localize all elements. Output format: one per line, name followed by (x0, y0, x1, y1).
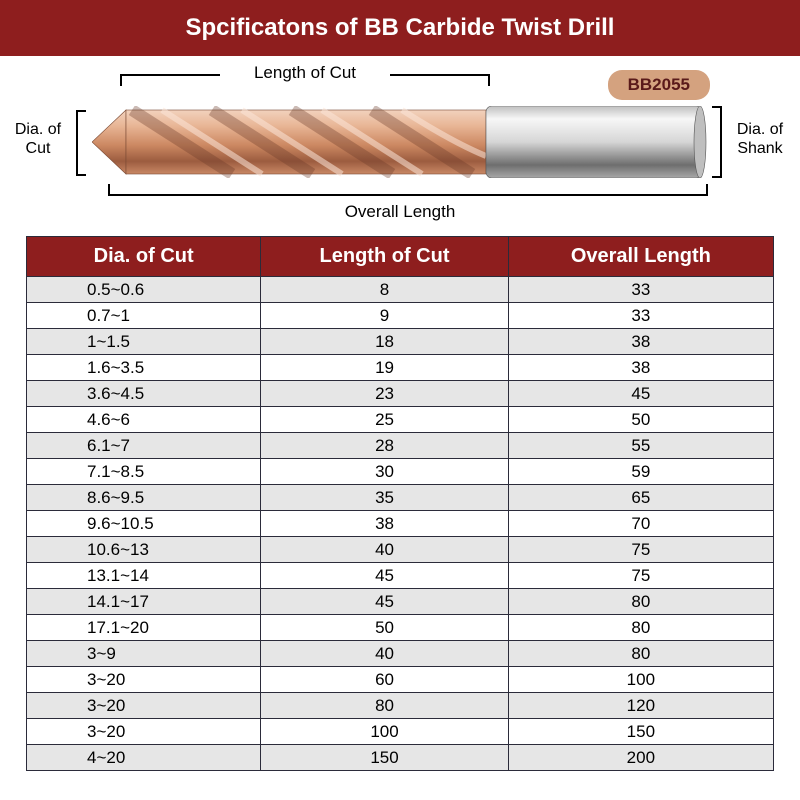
table-cell: 25 (261, 407, 508, 433)
left-dimension-label: Dia. ofCut (2, 120, 74, 158)
table-cell: 38 (261, 511, 508, 537)
table-cell: 80 (261, 693, 508, 719)
table-cell: 0.5~0.6 (27, 277, 261, 303)
table-cell: 40 (261, 537, 508, 563)
table-cell: 23 (261, 381, 508, 407)
table-cell: 13.1~14 (27, 563, 261, 589)
table-cell: 28 (261, 433, 508, 459)
table-cell: 55 (508, 433, 773, 459)
bottom-dimension-bracket (108, 184, 708, 196)
table-row: 17.1~205080 (27, 615, 774, 641)
table-row: 0.7~1933 (27, 303, 774, 329)
table-row: 14.1~174580 (27, 589, 774, 615)
table-header-row: Dia. of Cut Length of Cut Overall Length (27, 237, 774, 277)
table-cell: 8 (261, 277, 508, 303)
table-cell: 3~20 (27, 719, 261, 745)
drill-illustration (92, 106, 707, 178)
col-overall-length: Overall Length (508, 237, 773, 277)
table-cell: 3~20 (27, 693, 261, 719)
table-row: 9.6~10.53870 (27, 511, 774, 537)
table-cell: 80 (508, 589, 773, 615)
table-cell: 1.6~3.5 (27, 355, 261, 381)
right-dimension-bracket (712, 106, 722, 178)
table-cell: 45 (508, 381, 773, 407)
table-cell: 75 (508, 563, 773, 589)
table-cell: 80 (508, 641, 773, 667)
table-row: 3~2060100 (27, 667, 774, 693)
table-cell: 70 (508, 511, 773, 537)
table-cell: 8.6~9.5 (27, 485, 261, 511)
table-cell: 19 (261, 355, 508, 381)
table-row: 3~20100150 (27, 719, 774, 745)
right-dimension-label: Dia. ofShank (724, 120, 796, 158)
table-cell: 40 (261, 641, 508, 667)
table-cell: 1~1.5 (27, 329, 261, 355)
table-cell: 17.1~20 (27, 615, 261, 641)
table-cell: 9 (261, 303, 508, 329)
table-cell: 150 (508, 719, 773, 745)
table-row: 6.1~72855 (27, 433, 774, 459)
table-cell: 0.7~1 (27, 303, 261, 329)
bottom-dimension-label: Overall Length (300, 202, 500, 222)
top-dimension-label: Length of Cut (220, 63, 390, 83)
table-row: 4~20150200 (27, 745, 774, 771)
table-cell: 30 (261, 459, 508, 485)
table-cell: 75 (508, 537, 773, 563)
table-cell: 9.6~10.5 (27, 511, 261, 537)
table-cell: 120 (508, 693, 773, 719)
table-cell: 60 (261, 667, 508, 693)
table-cell: 38 (508, 329, 773, 355)
table-cell: 3.6~4.5 (27, 381, 261, 407)
table-cell: 3~9 (27, 641, 261, 667)
table-cell: 33 (508, 277, 773, 303)
table-cell: 45 (261, 563, 508, 589)
table-row: 10.6~134075 (27, 537, 774, 563)
table-cell: 100 (261, 719, 508, 745)
col-dia-cut: Dia. of Cut (27, 237, 261, 277)
table-cell: 200 (508, 745, 773, 771)
table-row: 4.6~62550 (27, 407, 774, 433)
table-cell: 59 (508, 459, 773, 485)
table-cell: 50 (508, 407, 773, 433)
table-row: 3~2080120 (27, 693, 774, 719)
table-cell: 4.6~6 (27, 407, 261, 433)
table-cell: 18 (261, 329, 508, 355)
table-row: 3.6~4.52345 (27, 381, 774, 407)
drill-diagram: Length of Cut BB2055 Dia. ofCut Dia. ofS… (0, 56, 800, 236)
table-cell: 6.1~7 (27, 433, 261, 459)
table-cell: 100 (508, 667, 773, 693)
page-title: Spcificatons of BB Carbide Twist Drill (0, 0, 800, 56)
table-row: 8.6~9.53565 (27, 485, 774, 511)
table-cell: 35 (261, 485, 508, 511)
table-cell: 3~20 (27, 667, 261, 693)
left-dimension-bracket (76, 110, 86, 176)
table-cell: 38 (508, 355, 773, 381)
table-cell: 14.1~17 (27, 589, 261, 615)
table-row: 1~1.51838 (27, 329, 774, 355)
table-row: 7.1~8.53059 (27, 459, 774, 485)
table-cell: 10.6~13 (27, 537, 261, 563)
table-cell: 33 (508, 303, 773, 329)
col-length-cut: Length of Cut (261, 237, 508, 277)
table-row: 13.1~144575 (27, 563, 774, 589)
table-cell: 50 (261, 615, 508, 641)
table-cell: 150 (261, 745, 508, 771)
table-cell: 4~20 (27, 745, 261, 771)
spec-table-container: Dia. of Cut Length of Cut Overall Length… (0, 236, 800, 771)
spec-table: Dia. of Cut Length of Cut Overall Length… (26, 236, 774, 771)
table-cell: 65 (508, 485, 773, 511)
model-badge: BB2055 (608, 70, 710, 100)
table-row: 1.6~3.51938 (27, 355, 774, 381)
table-cell: 45 (261, 589, 508, 615)
table-cell: 7.1~8.5 (27, 459, 261, 485)
table-cell: 80 (508, 615, 773, 641)
table-row: 3~94080 (27, 641, 774, 667)
table-row: 0.5~0.6833 (27, 277, 774, 303)
